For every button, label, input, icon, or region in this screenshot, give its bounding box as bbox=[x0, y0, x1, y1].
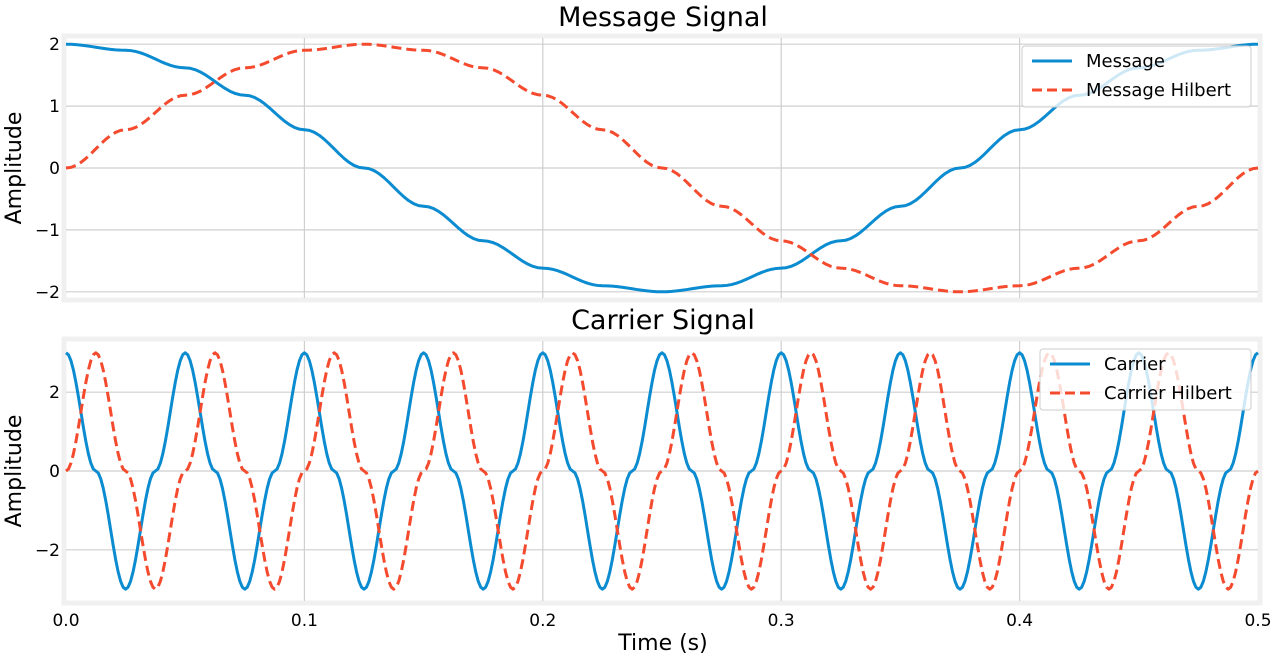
legend-message-label: Message bbox=[1086, 51, 1165, 72]
panel-carrier-legend: Carrier Carrier Hilbert bbox=[1039, 348, 1252, 411]
x-tick-label: 0.3 bbox=[768, 611, 795, 631]
panel-carrier-y-axis-label: Amplitude bbox=[2, 415, 27, 528]
y-tick-label: −2 bbox=[35, 541, 60, 561]
panel-carrier-x-axis-label: Time (s) bbox=[617, 631, 707, 656]
y-tick-label: 0 bbox=[49, 159, 60, 179]
panel-carrier-series bbox=[65, 351, 1259, 591]
panel-carrier-x-ticks: 0.0 0.1 0.2 0.3 0.4 0.5 bbox=[52, 611, 1271, 631]
y-tick-label: 0 bbox=[49, 462, 60, 482]
panel-message-legend: Message Message Hilbert bbox=[1021, 45, 1252, 108]
y-tick-label: −2 bbox=[35, 283, 60, 303]
y-tick-label: −1 bbox=[35, 221, 60, 241]
x-tick-label: 0.4 bbox=[1006, 611, 1033, 631]
panel-message-grid bbox=[66, 38, 1258, 298]
y-tick-label: 2 bbox=[49, 35, 60, 55]
panel-message-y-ticks: −2 −1 0 1 2 bbox=[35, 35, 60, 303]
y-tick-label: 1 bbox=[49, 97, 60, 117]
series-line-carrier bbox=[65, 351, 1259, 591]
y-tick-label: 2 bbox=[49, 383, 60, 403]
series-line-carrier-hilbert bbox=[65, 351, 1259, 591]
panel-carrier: −2 0 2 0.0 0.1 0.2 0.3 0.4 0.5 Carrier Signal A… bbox=[2, 305, 1272, 656]
series-line-message-hilbert bbox=[65, 42, 1259, 294]
legend-carrier-label: Carrier bbox=[1104, 354, 1166, 375]
panel-message-title: Message Signal bbox=[558, 2, 768, 33]
panel-message: −2 −1 0 1 2 Message Signal Amplitude Message… bbox=[2, 2, 1263, 303]
legend-message-hilbert-label: Message Hilbert bbox=[1086, 80, 1231, 101]
legend-carrier-box bbox=[1039, 348, 1252, 411]
x-tick-label: 0.2 bbox=[529, 611, 556, 631]
panel-carrier-title: Carrier Signal bbox=[571, 305, 755, 336]
x-tick-label: 0.1 bbox=[291, 611, 318, 631]
panel-carrier-y-ticks: −2 0 2 bbox=[35, 383, 60, 561]
panel-message-y-axis-label: Amplitude bbox=[2, 112, 27, 225]
x-tick-label: 0.0 bbox=[52, 611, 79, 631]
legend-message-box bbox=[1021, 45, 1252, 108]
legend-carrier-hilbert-label: Carrier Hilbert bbox=[1104, 383, 1232, 404]
x-tick-label: 0.5 bbox=[1244, 611, 1271, 631]
